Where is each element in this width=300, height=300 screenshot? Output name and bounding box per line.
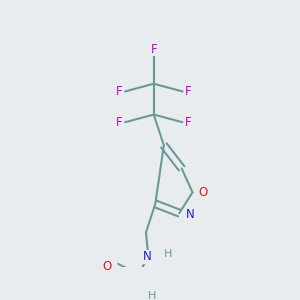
Text: F: F xyxy=(150,43,157,56)
Text: H: H xyxy=(148,291,156,300)
Text: O: O xyxy=(199,186,208,199)
Text: N: N xyxy=(186,208,195,221)
Text: F: F xyxy=(185,85,192,98)
Text: H: H xyxy=(164,249,172,259)
Text: O: O xyxy=(103,260,112,274)
Text: F: F xyxy=(116,116,122,129)
Text: F: F xyxy=(185,116,192,129)
Text: N: N xyxy=(142,250,151,263)
Text: F: F xyxy=(116,85,122,98)
